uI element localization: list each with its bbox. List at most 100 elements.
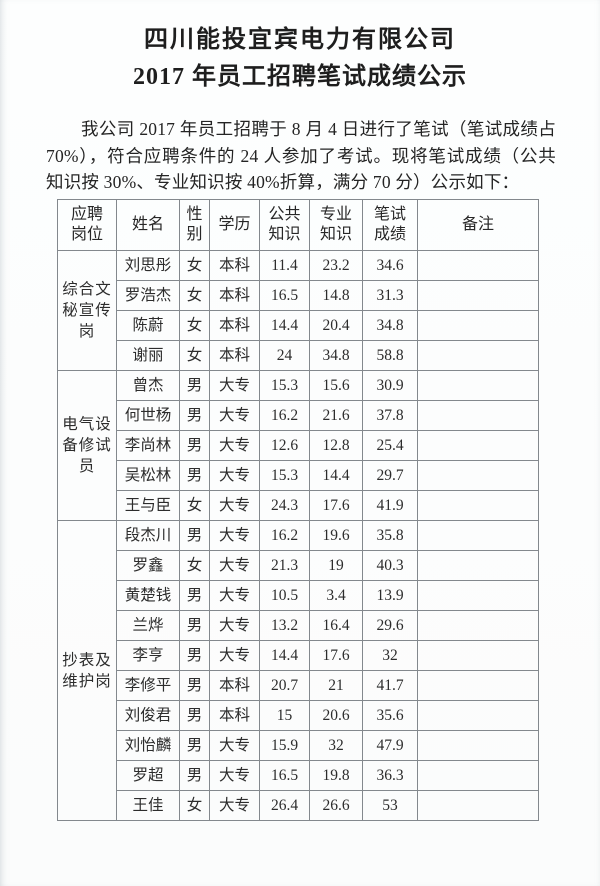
cell-education: 大专 <box>209 520 260 551</box>
cell-public-score: 16.2 <box>259 520 310 551</box>
cell-written-score: 29.7 <box>362 460 418 491</box>
cell-public-score: 15.9 <box>259 730 310 761</box>
cell-education: 大专 <box>209 760 260 791</box>
cell-name: 吴松林 <box>116 460 180 491</box>
cell-remark <box>417 700 539 731</box>
cell-name: 罗浩杰 <box>116 280 180 311</box>
cell-public-score: 14.4 <box>259 640 310 671</box>
cell-public-score: 16.2 <box>259 400 310 431</box>
cell-education: 本科 <box>209 280 260 311</box>
cell-education: 大专 <box>209 640 260 671</box>
cell-name: 何世杨 <box>116 400 180 431</box>
cell-written-score: 32 <box>362 640 418 671</box>
header-cell-professional-knowledge: 专业 知识 <box>309 199 363 251</box>
table-row: 罗浩杰女本科 16.5 14.8 31.3 <box>58 280 539 311</box>
cell-name: 刘怡麟 <box>116 730 180 761</box>
cell-remark <box>417 400 539 431</box>
cell-professional-score: 20.4 <box>309 310 363 341</box>
cell-written-score: 25.4 <box>362 430 418 461</box>
cell-written-score: 34.6 <box>362 250 418 281</box>
cell-name: 刘思彤 <box>116 250 180 281</box>
header-cell-name: 姓名 <box>116 199 180 251</box>
cell-education: 大专 <box>209 550 260 581</box>
cell-education: 大专 <box>209 370 260 401</box>
cell-public-score: 15.3 <box>259 370 310 401</box>
cell-name: 李修平 <box>116 670 180 701</box>
cell-remark <box>417 790 539 821</box>
cell-written-score: 29.6 <box>362 610 418 641</box>
cell-name: 陈蔚 <box>116 310 180 341</box>
cell-education: 大专 <box>209 790 260 821</box>
cell-written-score: 58.8 <box>362 340 418 371</box>
company-title: 四川能投宜宾电力有限公司 <box>144 27 456 53</box>
cell-name: 李尚林 <box>116 430 180 461</box>
table-row: 李尚林男大专 12.6 12.8 25.4 <box>58 430 539 461</box>
cell-gender: 男 <box>179 700 210 731</box>
header-cell-position: 应聘 岗位 <box>57 199 117 251</box>
cell-name: 罗鑫 <box>116 550 180 581</box>
table-row: 谢丽女本科 24 34.8 58.8 <box>58 340 539 371</box>
cell-gender: 女 <box>179 310 210 341</box>
cell-education: 大专 <box>209 430 260 461</box>
table-row: 刘怡麟男大专 15.9 32 47.9 <box>58 730 539 761</box>
cell-remark <box>417 550 539 581</box>
cell-professional-score: 19.6 <box>309 520 363 551</box>
cell-gender: 男 <box>179 610 210 641</box>
cell-gender: 男 <box>179 370 210 401</box>
header-cell-education: 学历 <box>209 199 260 251</box>
cell-public-score: 10.5 <box>259 580 310 611</box>
cell-gender: 女 <box>179 340 210 371</box>
cell-public-score: 24 <box>259 340 310 371</box>
cell-written-score: 34.8 <box>362 310 418 341</box>
cell-written-score: 30.9 <box>362 370 418 401</box>
cell-professional-score: 21 <box>309 670 363 701</box>
cell-gender: 男 <box>179 580 210 611</box>
results-table-body: 综合文 秘宣传 岗刘思彤女本科 11.4 23.2 34.6 罗浩杰女本科 16.5 14.… <box>57 250 539 821</box>
cell-public-score: 24.3 <box>259 490 310 521</box>
cell-public-score: 21.3 <box>259 550 310 581</box>
cell-written-score: 35.6 <box>362 700 418 731</box>
cell-name: 李亨 <box>116 640 180 671</box>
cell-gender: 男 <box>179 400 210 431</box>
cell-name: 段杰川 <box>116 520 180 551</box>
cell-professional-score: 16.4 <box>309 610 363 641</box>
intro-paragraph: 我公司 2017 年员工招聘于 8 月 4 日进行了笔试（笔试成绩占 70%），… <box>46 119 556 192</box>
cell-professional-score: 3.4 <box>309 580 363 611</box>
cell-remark <box>417 520 539 551</box>
cell-written-score: 31.3 <box>362 280 418 311</box>
table-row: 兰烨男大专 13.2 16.4 29.6 <box>58 610 539 641</box>
cell-remark <box>417 760 539 791</box>
cell-gender: 男 <box>179 640 210 671</box>
cell-name: 刘俊君 <box>116 700 180 731</box>
cell-written-score: 37.8 <box>362 400 418 431</box>
cell-professional-score: 20.6 <box>309 700 363 731</box>
cell-written-score: 47.9 <box>362 730 418 761</box>
cell-position: 电气设 备修试 员 <box>57 370 117 521</box>
table-row: 王佳女大专 26.4 26.6 53 <box>58 790 539 821</box>
cell-education: 本科 <box>209 310 260 341</box>
cell-education: 大专 <box>209 460 260 491</box>
cell-remark <box>417 340 539 371</box>
table-header-row: 应聘 岗位 姓名 性 别 学历 公共 知识 专业 知识 笔试 成绩 备注 <box>57 199 539 251</box>
cell-professional-score: 14.8 <box>309 280 363 311</box>
cell-written-score: 35.8 <box>362 520 418 551</box>
cell-public-score: 12.6 <box>259 430 310 461</box>
cell-gender: 男 <box>179 460 210 491</box>
cell-professional-score: 19.8 <box>309 760 363 791</box>
cell-professional-score: 12.8 <box>309 430 363 461</box>
table-row: 李亨男大专 14.4 17.6 32 <box>58 640 539 671</box>
cell-public-score: 13.2 <box>259 610 310 641</box>
cell-professional-score: 17.6 <box>309 490 363 521</box>
table-row: 罗超男大专 16.5 19.8 36.3 <box>58 760 539 791</box>
cell-remark <box>417 250 539 281</box>
table-row: 李修平男本科 20.7 21 41.7 <box>58 670 539 701</box>
cell-professional-score: 21.6 <box>309 400 363 431</box>
cell-public-score: 16.5 <box>259 760 310 791</box>
cell-remark <box>417 640 539 671</box>
cell-education: 本科 <box>209 340 260 371</box>
cell-remark <box>417 730 539 761</box>
cell-public-score: 14.4 <box>259 310 310 341</box>
cell-name: 黄楚钱 <box>116 580 180 611</box>
table-row: 黄楚钱男大专 10.5 3.4 13.9 <box>58 580 539 611</box>
cell-professional-score: 15.6 <box>309 370 363 401</box>
